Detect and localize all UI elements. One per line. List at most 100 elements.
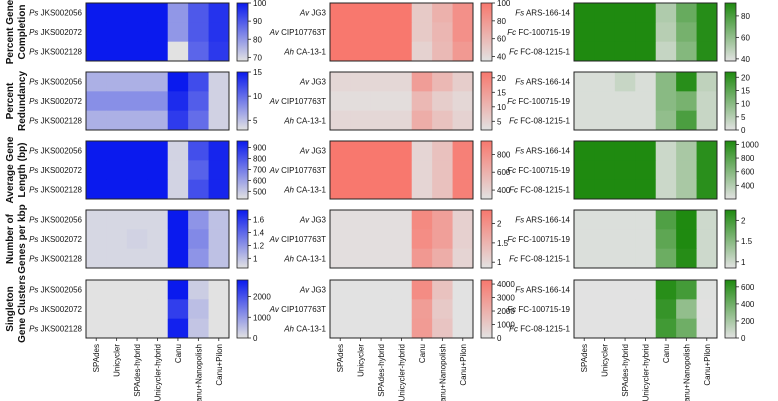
heatmap-cell [432,41,453,62]
colorbar [480,71,493,131]
colorbar [480,209,493,269]
heatmap-cell [86,210,107,230]
strain-genus: Ps [29,166,38,175]
strain-id: CA-13-1 [294,185,327,194]
heatmap-cell [432,280,453,300]
heatmap-cell [432,248,453,269]
heatmap-cell [147,41,169,62]
heatmap-cell [614,22,636,43]
colorbar-tick-label: 0 [741,126,746,135]
heatmap-cell [574,299,595,320]
colorbar-tick-label: 500 [253,187,267,196]
strain-id: FC-08-1215-1 [518,116,571,125]
heatmap-cell [106,179,128,200]
colorbar-tick-label: 80 [253,35,262,44]
heatmap-cell [452,141,474,161]
heatmap-cell [696,160,718,181]
strain-id: JKS002128 [38,254,82,263]
metric-label-line: Gene Clusters [17,275,28,343]
heatmap-cell [676,141,697,161]
heatmap-cell [126,110,148,131]
strain-id: FC-100715-19 [516,235,570,244]
strain-label: Ps JKS002072 [29,235,82,244]
heatmap-cell [574,141,595,161]
heatmap-cell [208,299,230,320]
heatmap-cell [432,318,453,339]
panel-border [329,140,474,200]
strain-genus: Fc [507,166,516,175]
heatmap-cell [167,160,189,181]
heatmap-cell [188,318,209,339]
heatmap-cell [208,248,230,269]
strain-label: Fs ARS-166-14 [515,216,570,225]
colorbar-tick-label: 80 [497,17,506,26]
heatmap-cell [452,110,474,131]
heatmap-cell [330,22,351,43]
heatmap-cell [655,318,677,339]
heatmap-cell [655,41,677,62]
heatmap-cell [655,141,677,161]
colorbar-tick-label: 0 [253,334,258,343]
metric-label-line: Percent [5,82,16,119]
strain-id: ARS-166-14 [524,286,570,295]
heatmap-cell [411,72,433,92]
strain-label: Ps JKS002128 [29,324,82,333]
heatmap-cell [126,41,148,62]
heatmap-cell [330,210,351,230]
strain-genus: Ps [29,47,38,56]
strain-genus: Ah [283,47,294,56]
colorbar-tick-label: 0 [497,334,502,343]
colorbar-tick-label: 5 [497,117,502,126]
heatmap-cell [208,179,230,200]
heatmap-cell [696,179,718,200]
heatmap-cell [696,141,718,161]
heatmap-cell [126,141,148,161]
colorbar-tick-label: 4000 [497,280,515,289]
strain-genus: Ps [29,305,38,314]
strain-genus: Ah [283,116,294,125]
strain-id: CIP107763T [279,235,326,244]
heatmap-cell [147,179,169,200]
strain-id: FC-100715-19 [516,305,570,314]
heatmap-cell [676,22,697,43]
heatmap-cell [432,141,453,161]
colorbar-tick-label: 800 [741,154,755,163]
heatmap-cell [106,160,128,181]
heatmap-cell [655,3,677,23]
heatmap-cell [432,22,453,43]
strain-genus: Ah [283,254,294,263]
heatmap-cell [696,229,718,250]
heatmap-cell [614,248,636,269]
method-label: Unicycler-hybrid [398,344,407,401]
panel-border [85,71,230,131]
strain-genus: Ah [283,324,294,333]
strain-id: JG3 [309,9,326,18]
panel-border [573,140,718,200]
heatmap-cell [696,210,718,230]
heatmap-cell [676,248,697,269]
heatmap-cell [391,179,413,200]
method-label: SPAdes-hybrid [621,344,630,397]
heatmap-cell [696,72,718,92]
heatmap-cell [167,179,189,200]
colorbar-tick-label: 60 [497,35,506,44]
strain-id: CA-13-1 [294,47,327,56]
colorbar [236,2,249,62]
colorbar-tick-label: 15 [253,68,262,77]
heatmap-cell [147,22,169,43]
heatmap-cell [126,179,148,200]
heatmap-cell [208,22,230,43]
heatmap-cell [330,160,351,181]
strain-id: JKS002128 [38,47,82,56]
heatmap-cell [106,110,128,131]
strain-genus: Ps [29,185,38,194]
heatmap-cell [86,91,107,112]
heatmap-cell [635,3,657,23]
strain-label: Fc FC-100715-19 [507,235,570,244]
strain-id: JG3 [309,286,326,295]
heatmap-cell [106,229,128,250]
